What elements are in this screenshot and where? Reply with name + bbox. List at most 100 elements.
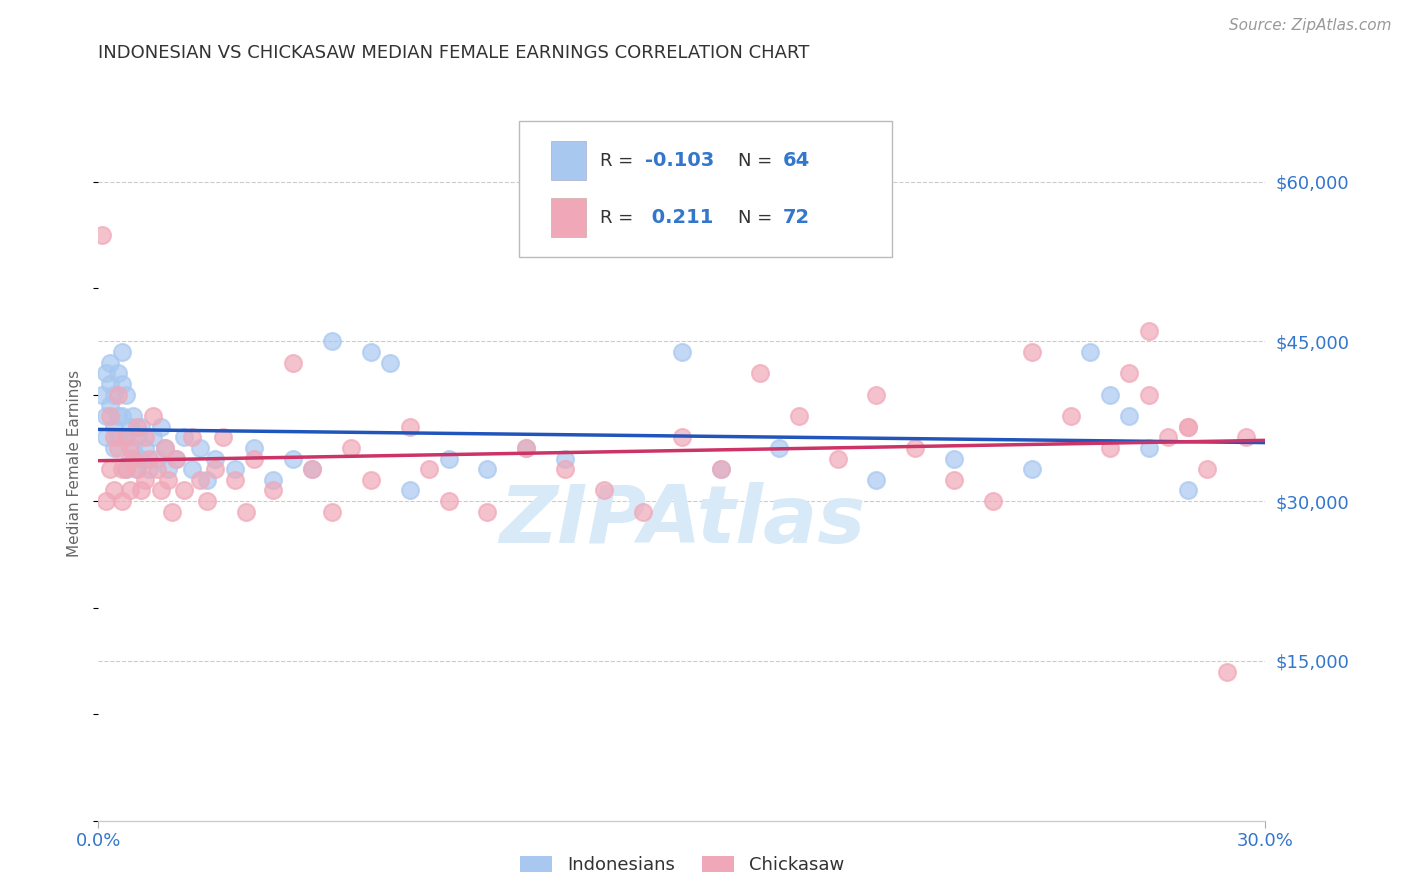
Point (321, 334, 343, 349)
Point (134, 430, 156, 444)
Point (1021, 462, 1043, 476)
Point (281, 451, 304, 466)
Point (157, 462, 180, 476)
Point (180, 430, 202, 444)
Point (111, 345, 134, 359)
Point (114, 430, 136, 444)
Point (98, 409, 121, 423)
Y-axis label: Median Female Earnings: Median Female Earnings (67, 370, 83, 558)
Point (129, 483, 152, 498)
Point (477, 505, 499, 519)
Point (235, 505, 257, 519)
Point (134, 473, 156, 487)
Point (122, 441, 145, 455)
Point (98, 398, 121, 412)
Point (127, 462, 149, 476)
Point (865, 473, 887, 487)
Point (195, 473, 218, 487)
Point (554, 462, 576, 476)
Point (98, 376, 121, 391)
Point (1080, 345, 1102, 359)
Text: N =: N = (738, 152, 778, 169)
Point (134, 441, 156, 455)
Point (146, 462, 169, 476)
Point (122, 451, 145, 466)
Text: INDONESIAN VS CHICKASAW MEDIAN FEMALE EARNINGS CORRELATION CHART: INDONESIAN VS CHICKASAW MEDIAN FEMALE EA… (98, 45, 810, 62)
Point (114, 387, 136, 401)
Point (1177, 483, 1199, 498)
Point (1060, 409, 1083, 423)
Point (127, 419, 149, 434)
Point (98, 356, 121, 370)
Point (173, 430, 195, 444)
Point (904, 441, 927, 455)
Point (1215, 665, 1237, 679)
Point (114, 462, 136, 476)
Point (149, 483, 172, 498)
Point (671, 345, 693, 359)
Point (129, 419, 152, 434)
Point (118, 441, 141, 455)
Point (321, 505, 343, 519)
Point (96, 409, 118, 423)
Point (114, 430, 136, 444)
Point (107, 387, 129, 401)
Point (165, 451, 187, 466)
Point (103, 387, 125, 401)
Point (204, 462, 226, 476)
Point (127, 462, 149, 476)
Point (1157, 430, 1180, 444)
Point (515, 441, 537, 455)
Point (1137, 387, 1160, 401)
Point (631, 505, 654, 519)
Point (301, 462, 323, 476)
Point (378, 356, 402, 370)
Point (224, 473, 246, 487)
Point (243, 451, 266, 466)
Point (671, 430, 693, 444)
Point (122, 409, 145, 423)
Text: N =: N = (738, 209, 778, 227)
Point (96, 430, 118, 444)
Point (127, 430, 149, 444)
Point (787, 409, 810, 423)
Point (188, 473, 211, 487)
Point (1021, 345, 1043, 359)
Point (943, 473, 966, 487)
Point (1137, 441, 1160, 455)
Text: R =: R = (600, 209, 640, 227)
Point (437, 451, 460, 466)
Point (243, 441, 266, 455)
Point (107, 409, 129, 423)
Point (262, 473, 284, 487)
Text: ZIPAtlas: ZIPAtlas (499, 482, 865, 560)
Text: Source: ZipAtlas.com: Source: ZipAtlas.com (1229, 18, 1392, 33)
Point (204, 451, 226, 466)
Point (212, 430, 235, 444)
Point (748, 367, 770, 381)
Point (262, 483, 284, 498)
FancyBboxPatch shape (519, 121, 891, 257)
Point (103, 441, 125, 455)
Point (142, 430, 165, 444)
Point (138, 451, 160, 466)
Point (827, 451, 849, 466)
Point (162, 505, 184, 519)
Point (165, 451, 187, 466)
Point (301, 462, 323, 476)
Point (114, 462, 136, 476)
Point (107, 441, 129, 455)
Text: 64: 64 (782, 151, 810, 170)
Text: 0.211: 0.211 (644, 208, 713, 227)
Point (153, 441, 176, 455)
Point (118, 483, 141, 498)
Point (103, 483, 125, 498)
Point (1234, 430, 1257, 444)
Point (138, 462, 160, 476)
Point (153, 441, 176, 455)
Point (129, 451, 152, 466)
Point (98, 462, 121, 476)
Point (111, 376, 134, 391)
Point (96, 494, 118, 508)
Point (768, 441, 790, 455)
